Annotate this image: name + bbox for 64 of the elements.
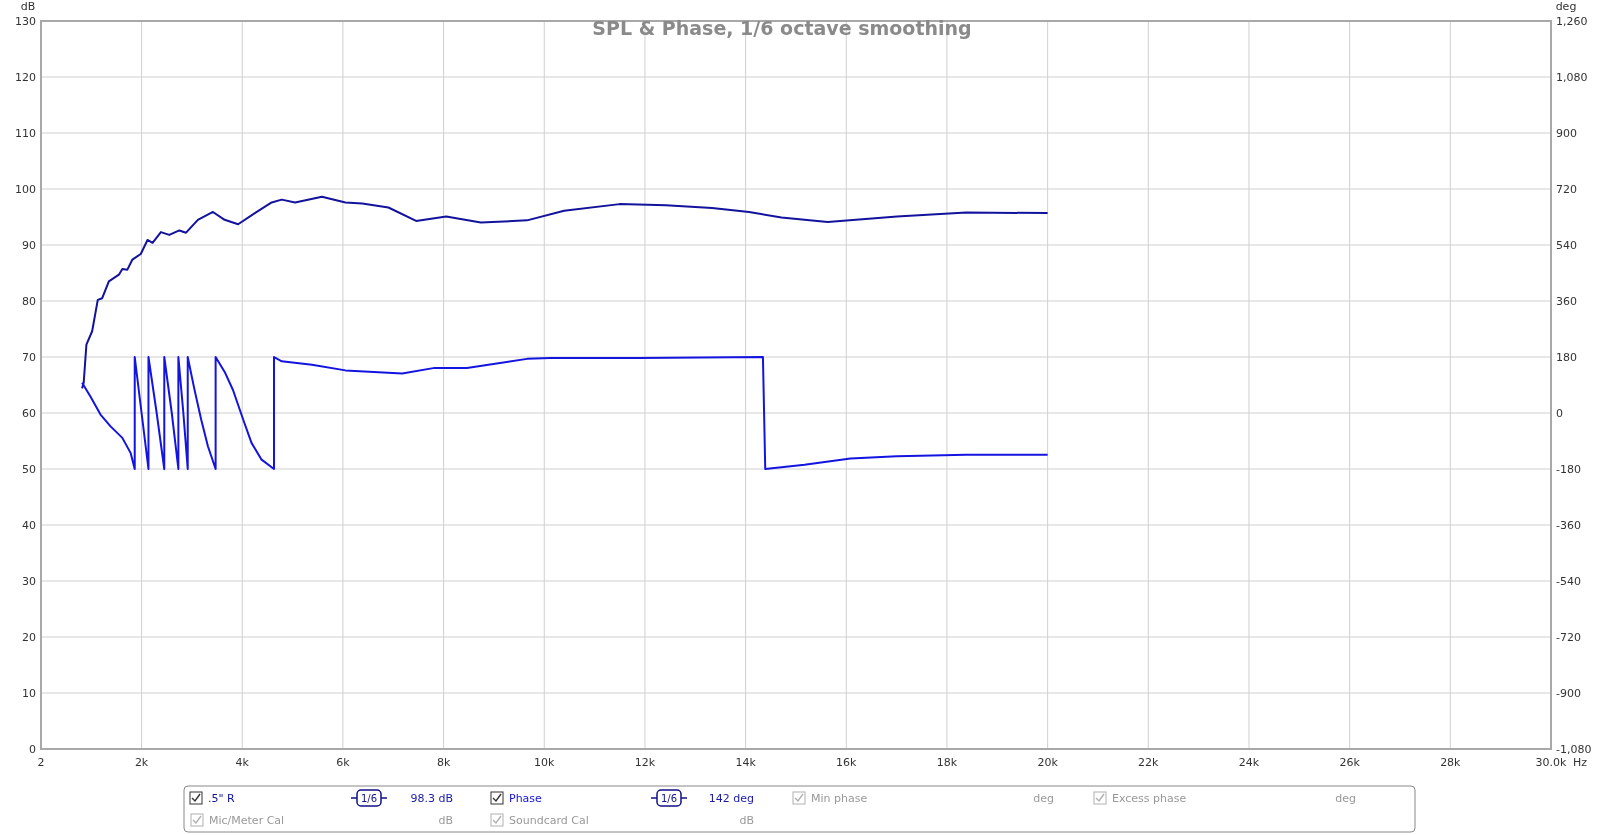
x-axis-title: Hz <box>1573 756 1588 769</box>
y2-tick-label: 0 <box>1556 406 1563 420</box>
text: Phase <box>509 791 543 805</box>
y-axis-title: dB <box>20 0 36 13</box>
text: 1/6 <box>660 792 678 804</box>
y-tick-label: 90 <box>22 238 36 252</box>
x-tick-label: 2k <box>134 756 149 769</box>
text: dB <box>739 813 754 827</box>
line-series <box>81 195 1049 390</box>
y-tick-label: 0 <box>29 742 36 756</box>
y-tick-label: 80 <box>22 294 36 308</box>
y2-tick-label: -1,080 <box>1556 742 1592 756</box>
y-tick-label: 10 <box>22 686 36 700</box>
x-tick-label: 24k <box>1238 756 1260 769</box>
x-tick-label: 8k <box>436 756 451 769</box>
y-tick-label: 130 <box>15 14 36 28</box>
y2-tick-label: 540 <box>1556 238 1577 252</box>
y-tick-label: 100 <box>15 182 36 196</box>
x-tick-label: 12k <box>634 756 656 769</box>
x-tick-label: 28k <box>1440 756 1462 769</box>
y2-tick-label: 900 <box>1556 126 1577 140</box>
y2-tick-label: -360 <box>1556 518 1581 532</box>
y2-tick-label: 720 <box>1556 182 1577 196</box>
x-tick-label: 30.0k <box>1535 756 1568 769</box>
x-tick-label: 4k <box>235 756 250 769</box>
y-tick-label: 110 <box>15 126 36 140</box>
y-tick-label: 20 <box>22 630 36 644</box>
text: Excess phase <box>1112 791 1187 805</box>
y-tick-label: 60 <box>22 406 36 420</box>
y-tick-label: 70 <box>22 350 36 364</box>
y2-axis-title: deg <box>1555 0 1577 13</box>
y2-tick-label: -720 <box>1556 630 1581 644</box>
x-tick-label: 6k <box>336 756 351 769</box>
x-tick-label: 26k <box>1339 756 1361 769</box>
y-tick-label: 30 <box>22 574 36 588</box>
text: dB <box>438 813 453 827</box>
chart-title: SPL & Phase, 1/6 octave smoothing <box>592 17 972 39</box>
y2-tick-label: 360 <box>1556 294 1577 308</box>
y2-tick-label: 1,260 <box>1556 14 1588 28</box>
x-tick-label: 10k <box>534 756 556 769</box>
y-tick-label: 40 <box>22 518 36 532</box>
x-tick-label: 2 <box>37 756 45 769</box>
text: Min phase <box>811 791 868 805</box>
y2-tick-label: -180 <box>1556 462 1581 476</box>
text: 1/6 <box>360 792 378 804</box>
text: 98.3 dB <box>410 791 453 805</box>
y-tick-label: 120 <box>15 70 36 84</box>
x-tick-label: 14k <box>735 756 757 769</box>
x-tick-label: 22k <box>1138 756 1160 769</box>
x-tick-label: 18k <box>936 756 958 769</box>
y2-tick-label: -900 <box>1556 686 1581 700</box>
x-tick-label: 16k <box>836 756 858 769</box>
text: 142 deg <box>708 791 754 805</box>
y2-tick-label: 180 <box>1556 350 1577 364</box>
y2-tick-label: -540 <box>1556 574 1581 588</box>
text: deg <box>1033 791 1054 805</box>
text: Soundcard Cal <box>509 813 589 827</box>
x-tick-label: 20k <box>1037 756 1059 769</box>
text: deg <box>1335 791 1356 805</box>
text: .5" R <box>208 791 236 805</box>
text: Mic/Meter Cal <box>209 813 285 827</box>
line-series <box>81 356 1049 470</box>
y-tick-label: 50 <box>22 462 36 476</box>
y2-tick-label: 1,080 <box>1556 70 1588 84</box>
